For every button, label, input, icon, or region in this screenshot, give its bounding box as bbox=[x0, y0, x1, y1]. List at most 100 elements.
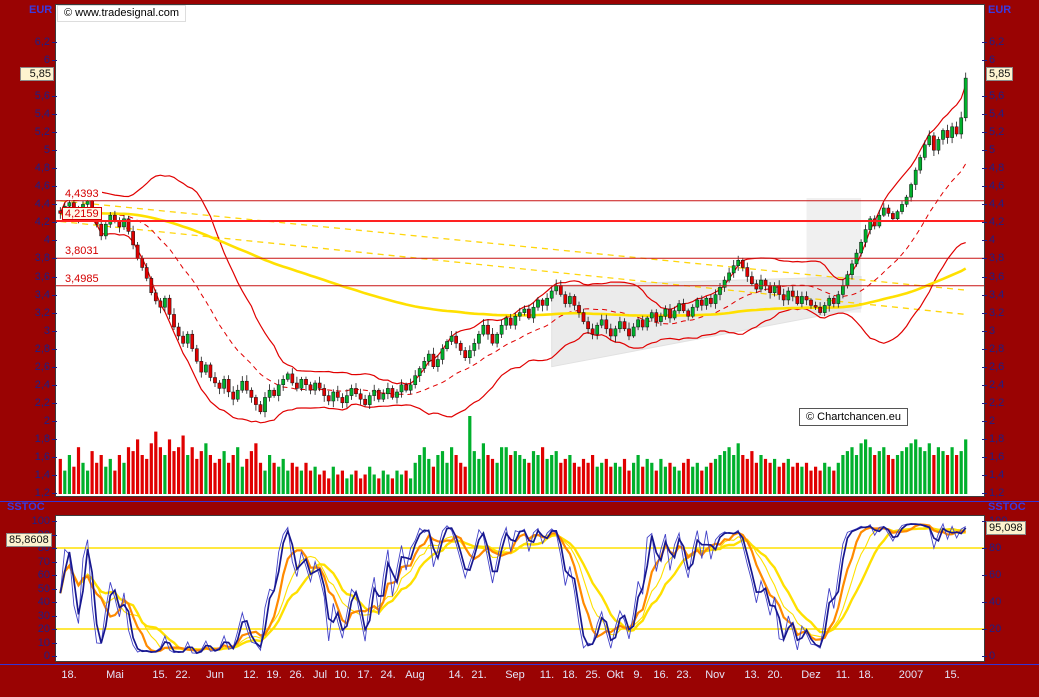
date-label: 13. bbox=[744, 669, 760, 681]
price-unit-label-left: EUR bbox=[29, 4, 53, 16]
date-label: 11. bbox=[835, 669, 851, 681]
date-label: 16. bbox=[653, 669, 669, 681]
date-label: 20. bbox=[767, 669, 783, 681]
date-label: 22. bbox=[175, 669, 191, 681]
axis-tick-label: 4,4 bbox=[0, 198, 57, 210]
date-label: Nov bbox=[705, 669, 725, 681]
axis-tick-label: 3,6 bbox=[982, 271, 1039, 283]
axis-tick-label: 3,6 bbox=[0, 271, 57, 283]
axis-tick-label: 0 bbox=[0, 650, 57, 662]
date-label: 18. bbox=[858, 669, 874, 681]
price-chart-canvas bbox=[56, 72, 984, 494]
panel-separator-line bbox=[0, 501, 1039, 502]
axis-tick-label: 4 bbox=[0, 234, 57, 246]
axis-tick-label: 40 bbox=[0, 596, 57, 608]
axis-tick-label: 1,8 bbox=[982, 433, 1039, 445]
sstoc-title-right: SSTOC bbox=[988, 501, 1026, 513]
axis-tick-label: 20 bbox=[0, 623, 57, 635]
axis-tick-label: 4,8 bbox=[0, 162, 57, 174]
date-label: 11. bbox=[539, 669, 555, 681]
axis-tick-label: 3,2 bbox=[0, 307, 57, 319]
date-label: Dez bbox=[801, 669, 821, 681]
date-label: Sep bbox=[505, 669, 525, 681]
axis-tick-label: 5 bbox=[0, 144, 57, 156]
axis-tick-label: 3,8 bbox=[0, 252, 57, 264]
price-level-label: 3,4985 bbox=[62, 272, 102, 285]
sstoc-title-left: SSTOC bbox=[7, 501, 45, 513]
date-label: 17. bbox=[357, 669, 373, 681]
axis-tick-label: 60 bbox=[0, 569, 57, 581]
axis-tick-label: 5,6 bbox=[982, 90, 1039, 102]
axis-tick-label: 80 bbox=[982, 542, 1039, 554]
date-label: 2007 bbox=[898, 669, 924, 681]
axis-tick-label: 5,4 bbox=[982, 108, 1039, 120]
axis-tick-label: 5,4 bbox=[0, 108, 57, 120]
axis-tick-label: 3,4 bbox=[0, 289, 57, 301]
axis-tick-label: 2,8 bbox=[0, 343, 57, 355]
date-label: 15. bbox=[944, 669, 960, 681]
left-axis-column: 6,2 6 5,6 5,4 5,2 5 4,8 4,6 4,4 4,2 4 3,8 3,6 3,4 3,2 3… bbox=[0, 0, 57, 697]
axis-tick-label: 2,2 bbox=[982, 397, 1039, 409]
chartchancen-watermark: © Chartchancen.eu bbox=[799, 408, 908, 426]
axis-tick-label: 5,2 bbox=[982, 126, 1039, 138]
date-label: 15. bbox=[152, 669, 168, 681]
axis-tick-label: 70 bbox=[0, 556, 57, 568]
price-unit-label-right: EUR bbox=[988, 4, 1012, 16]
date-label: 18. bbox=[562, 669, 578, 681]
date-label: 9. bbox=[633, 669, 643, 681]
axis-tick-label: 40 bbox=[982, 596, 1039, 608]
date-label: 21. bbox=[471, 669, 487, 681]
price-chart-plot[interactable] bbox=[55, 4, 985, 497]
date-label: 18. bbox=[61, 669, 77, 681]
axis-tick-label: 100 bbox=[0, 515, 57, 527]
axis-tick-label: 50 bbox=[0, 583, 57, 595]
axis-tick-label: 4 bbox=[982, 234, 1039, 246]
axis-tick-label: 3 bbox=[982, 325, 1039, 337]
price-level-label: 4,2159 bbox=[62, 207, 102, 220]
axis-tick-label: 4,2 bbox=[0, 216, 57, 228]
date-label: 26. bbox=[289, 669, 305, 681]
axis-tick-label: 1,6 bbox=[982, 451, 1039, 463]
date-label: Aug bbox=[405, 669, 425, 681]
axis-tick-label: 20 bbox=[982, 623, 1039, 635]
sstoc-current-tag-right: 95,098 bbox=[986, 521, 1026, 535]
right-axis-column: 6,2 6 5,6 5,4 5,2 5 4,8 4,6 4,4 4,2 4 3,8 3,6 3,4 3,2 3… bbox=[982, 0, 1039, 697]
date-label: Okt bbox=[606, 669, 624, 681]
price-level-label: 4,4393 bbox=[62, 187, 102, 200]
axis-tick-label: 60 bbox=[982, 569, 1039, 581]
axis-tick-label: 2,6 bbox=[982, 361, 1039, 373]
axis-tick-label: 10 bbox=[0, 637, 57, 649]
current-price-tag-left: 5,85 bbox=[20, 67, 54, 81]
axis-tick-label: 30 bbox=[0, 610, 57, 622]
tradesignal-copyright-label: © www.tradesignal.com bbox=[57, 5, 187, 22]
axis-tick-label: 6 bbox=[0, 54, 57, 66]
axis-tick-label: 6,2 bbox=[982, 36, 1039, 48]
date-axis: 18. Mai 15. 22. Jun 12. 19. 26. Jul 10. 17. 24. Aug 1… bbox=[0, 667, 1039, 687]
axis-tick-label: 1,4 bbox=[982, 469, 1039, 481]
axis-tick-label: 1,2 bbox=[0, 487, 57, 499]
axis-tick-label: 2 bbox=[982, 415, 1039, 427]
date-label: 19. bbox=[266, 669, 282, 681]
axis-tick-label: 4,6 bbox=[0, 180, 57, 192]
sstoc-current-tag-left: 85,8608 bbox=[6, 533, 52, 547]
axis-tick-label: 2,2 bbox=[0, 397, 57, 409]
date-axis-separator-line bbox=[0, 664, 1039, 665]
axis-tick-label: 4,8 bbox=[982, 162, 1039, 174]
price-level-label: 3,8031 bbox=[62, 244, 102, 257]
date-label: Jun bbox=[206, 669, 224, 681]
sstoc-indicator-plot[interactable] bbox=[55, 515, 985, 662]
axis-tick-label: 1,8 bbox=[0, 433, 57, 445]
date-label: 12. bbox=[243, 669, 259, 681]
axis-tick-label: 1,4 bbox=[0, 469, 57, 481]
date-label: Mai bbox=[106, 669, 124, 681]
axis-tick-label: 6,2 bbox=[0, 36, 57, 48]
axis-tick-label: 3,4 bbox=[982, 289, 1039, 301]
axis-tick-label: 4,6 bbox=[982, 180, 1039, 192]
axis-tick-label: 5 bbox=[982, 144, 1039, 156]
axis-tick-label: 2,8 bbox=[982, 343, 1039, 355]
chartchancen-watermark-text: © Chartchancen.eu bbox=[806, 411, 901, 423]
axis-tick-label: 3,2 bbox=[982, 307, 1039, 319]
date-label: 25. bbox=[585, 669, 601, 681]
